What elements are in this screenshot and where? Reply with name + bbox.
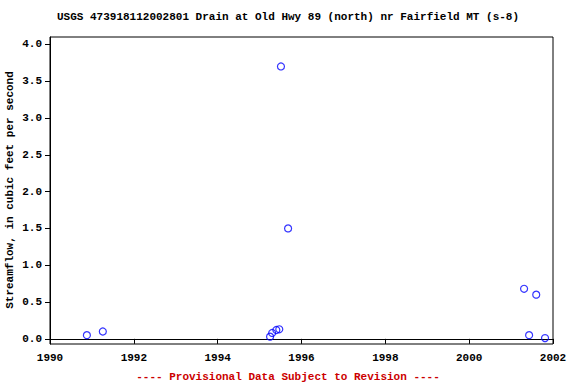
- svg-text:4.0: 4.0: [22, 38, 42, 50]
- svg-text:USGS 473918112002801 Drain at: USGS 473918112002801 Drain at Old Hwy 89…: [57, 11, 519, 23]
- svg-text:1.0: 1.0: [22, 259, 42, 271]
- svg-text:1990: 1990: [37, 352, 63, 364]
- svg-text:2000: 2000: [456, 352, 482, 364]
- svg-text:2.5: 2.5: [22, 149, 42, 161]
- svg-text:---- Provisional Data Subject: ---- Provisional Data Subject to Revisio…: [136, 371, 440, 383]
- svg-text:2002: 2002: [540, 352, 566, 364]
- svg-text:3.5: 3.5: [22, 75, 42, 87]
- svg-text:0.5: 0.5: [22, 296, 42, 308]
- svg-text:2.0: 2.0: [22, 186, 42, 198]
- svg-text:1998: 1998: [372, 352, 399, 364]
- svg-text:1.5: 1.5: [22, 222, 42, 234]
- svg-text:1994: 1994: [204, 352, 231, 364]
- svg-text:1996: 1996: [288, 352, 314, 364]
- svg-text:1992: 1992: [121, 352, 147, 364]
- svg-text:0.0: 0.0: [22, 333, 42, 345]
- svg-text:Streamflow, in cubic feet per: Streamflow, in cubic feet per second: [4, 71, 16, 309]
- svg-text:3.0: 3.0: [22, 112, 42, 124]
